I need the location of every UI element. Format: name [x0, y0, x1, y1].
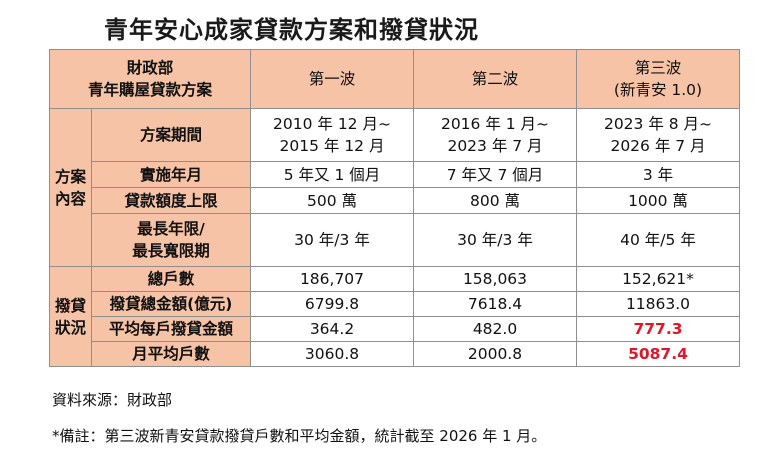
monthly-avg-wave1: 3060.8	[250, 341, 414, 367]
row-label-monthly-avg: 月平均戶數	[91, 341, 251, 367]
group-loan-status: 撥貸 狀況	[49, 266, 92, 367]
table-row: 平均每戶撥貸金額 364.2 482.0 777.3	[50, 316, 740, 342]
row-label-total-amount: 撥貸總金額(億元)	[91, 291, 251, 317]
term-label-line2: 最長寬限期	[132, 242, 210, 260]
row-label-households: 總戶數	[91, 266, 251, 292]
period-wave1: 2010 年 12 月~ 2015 年 12 月	[250, 108, 414, 162]
table-row: 方案 內容 方案期間 2010 年 12 月~ 2015 年 12 月 2016…	[49, 108, 740, 267]
row-label-duration: 實施年月	[91, 161, 251, 188]
table-row: 實施年月 5 年又 1 個月 7 年又 7 個月 3 年	[50, 161, 740, 188]
header-wave3: 第三波 (新青安 1.0)	[576, 49, 740, 109]
row-label-limit: 貸款額度上限	[91, 187, 251, 214]
term-wave2: 30 年/3 年	[413, 213, 577, 267]
limit-wave3: 1000 萬	[576, 187, 740, 214]
table-row: 撥貸總金額(億元) 6799.8 7618.4 11863.0	[50, 291, 740, 317]
table-row: 月平均戶數 3060.8 2000.8 5087.4	[50, 341, 740, 367]
source-note: 資料來源：財政部	[52, 391, 173, 409]
period-wave3: 2023 年 8 月~ 2026 年 7 月	[576, 108, 740, 162]
duration-wave3: 3 年	[576, 161, 740, 188]
footnote: *備註：第三波新青安貸款撥貸戶數和平均金額，統計截至 2026 年 1 月。	[52, 427, 547, 445]
header-corner-cell: 財政部 青年購屋貸款方案	[49, 49, 251, 109]
total-amount-wave1: 6799.8	[250, 291, 414, 317]
duration-wave2: 7 年又 7 個月	[413, 161, 577, 188]
header-wave1: 第一波	[250, 49, 414, 109]
group-plan-line1: 方案	[54, 167, 86, 186]
monthly-avg-wave2: 2000.8	[413, 341, 577, 367]
monthly-avg-wave3: 5087.4	[576, 341, 740, 367]
total-amount-wave2: 7618.4	[413, 291, 577, 317]
group-status-line1: 撥貸	[54, 296, 86, 315]
header-corner-line1: 財政部	[126, 59, 174, 77]
table-header-row: 財政部 青年購屋貸款方案 第一波 第二波 第三波 (新青安 1.0)	[49, 49, 740, 109]
households-wave1: 186,707	[250, 266, 414, 292]
total-amount-wave3: 11863.0	[576, 291, 740, 317]
period-wave2-line2: 2023 年 7 月	[447, 137, 543, 155]
group-plan-content: 方案 內容	[49, 108, 92, 267]
table-row: 最長年限/ 最長寬限期 30 年/3 年 30 年/3 年 40 年/5 年	[50, 213, 740, 267]
group-status-line2: 狀況	[54, 318, 86, 337]
limit-wave2: 800 萬	[413, 187, 577, 214]
header-corner-line2: 青年購屋貸款方案	[87, 81, 212, 99]
page-title: 青年安心成家貸款方案和撥貸狀況	[104, 16, 479, 44]
period-wave2-line1: 2016 年 1 月~	[440, 115, 550, 133]
row-label-term: 最長年限/ 最長寬限期	[91, 213, 251, 267]
term-wave3: 40 年/5 年	[576, 213, 740, 267]
row-label-period: 方案期間	[91, 108, 251, 162]
period-wave3-line1: 2023 年 8 月~	[603, 115, 713, 133]
period-wave1-line2: 2015 年 12 月	[279, 137, 385, 155]
period-wave2: 2016 年 1 月~ 2023 年 7 月	[413, 108, 577, 162]
header-wave3-line2: (新青安 1.0)	[613, 81, 703, 99]
limit-wave1: 500 萬	[250, 187, 414, 214]
loan-comparison-table: 財政部 青年購屋貸款方案 第一波 第二波 第三波 (新青安 1.0) 方案 內容…	[49, 49, 740, 367]
term-wave1: 30 年/3 年	[250, 213, 414, 267]
table-row: 撥貸 狀況 總戶數 186,707 158,063 152,621*	[49, 266, 740, 367]
row-label-avg-amount: 平均每戶撥貸金額	[91, 316, 251, 342]
duration-wave1: 5 年又 1 個月	[250, 161, 414, 188]
period-wave3-line2: 2026 年 7 月	[610, 137, 706, 155]
households-wave3: 152,621*	[576, 266, 740, 292]
avg-amount-wave3: 777.3	[576, 316, 740, 342]
avg-amount-wave2: 482.0	[413, 316, 577, 342]
term-label-line1: 最長年限/	[137, 220, 205, 238]
table-row: 貸款額度上限 500 萬 800 萬 1000 萬	[50, 187, 740, 214]
header-wave2: 第二波	[413, 49, 577, 109]
households-wave2: 158,063	[413, 266, 577, 292]
group-plan-line2: 內容	[54, 189, 86, 208]
avg-amount-wave1: 364.2	[250, 316, 414, 342]
period-wave1-line1: 2010 年 12 月~	[273, 115, 391, 133]
header-wave3-line1: 第三波	[634, 59, 682, 77]
